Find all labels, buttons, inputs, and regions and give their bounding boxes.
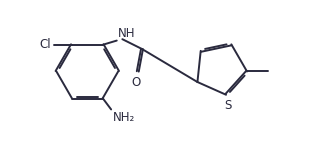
Text: NH₂: NH₂ bbox=[113, 111, 135, 124]
Text: Cl: Cl bbox=[39, 38, 51, 51]
Text: S: S bbox=[224, 99, 231, 112]
Text: O: O bbox=[132, 76, 141, 89]
Text: NH: NH bbox=[118, 27, 136, 40]
